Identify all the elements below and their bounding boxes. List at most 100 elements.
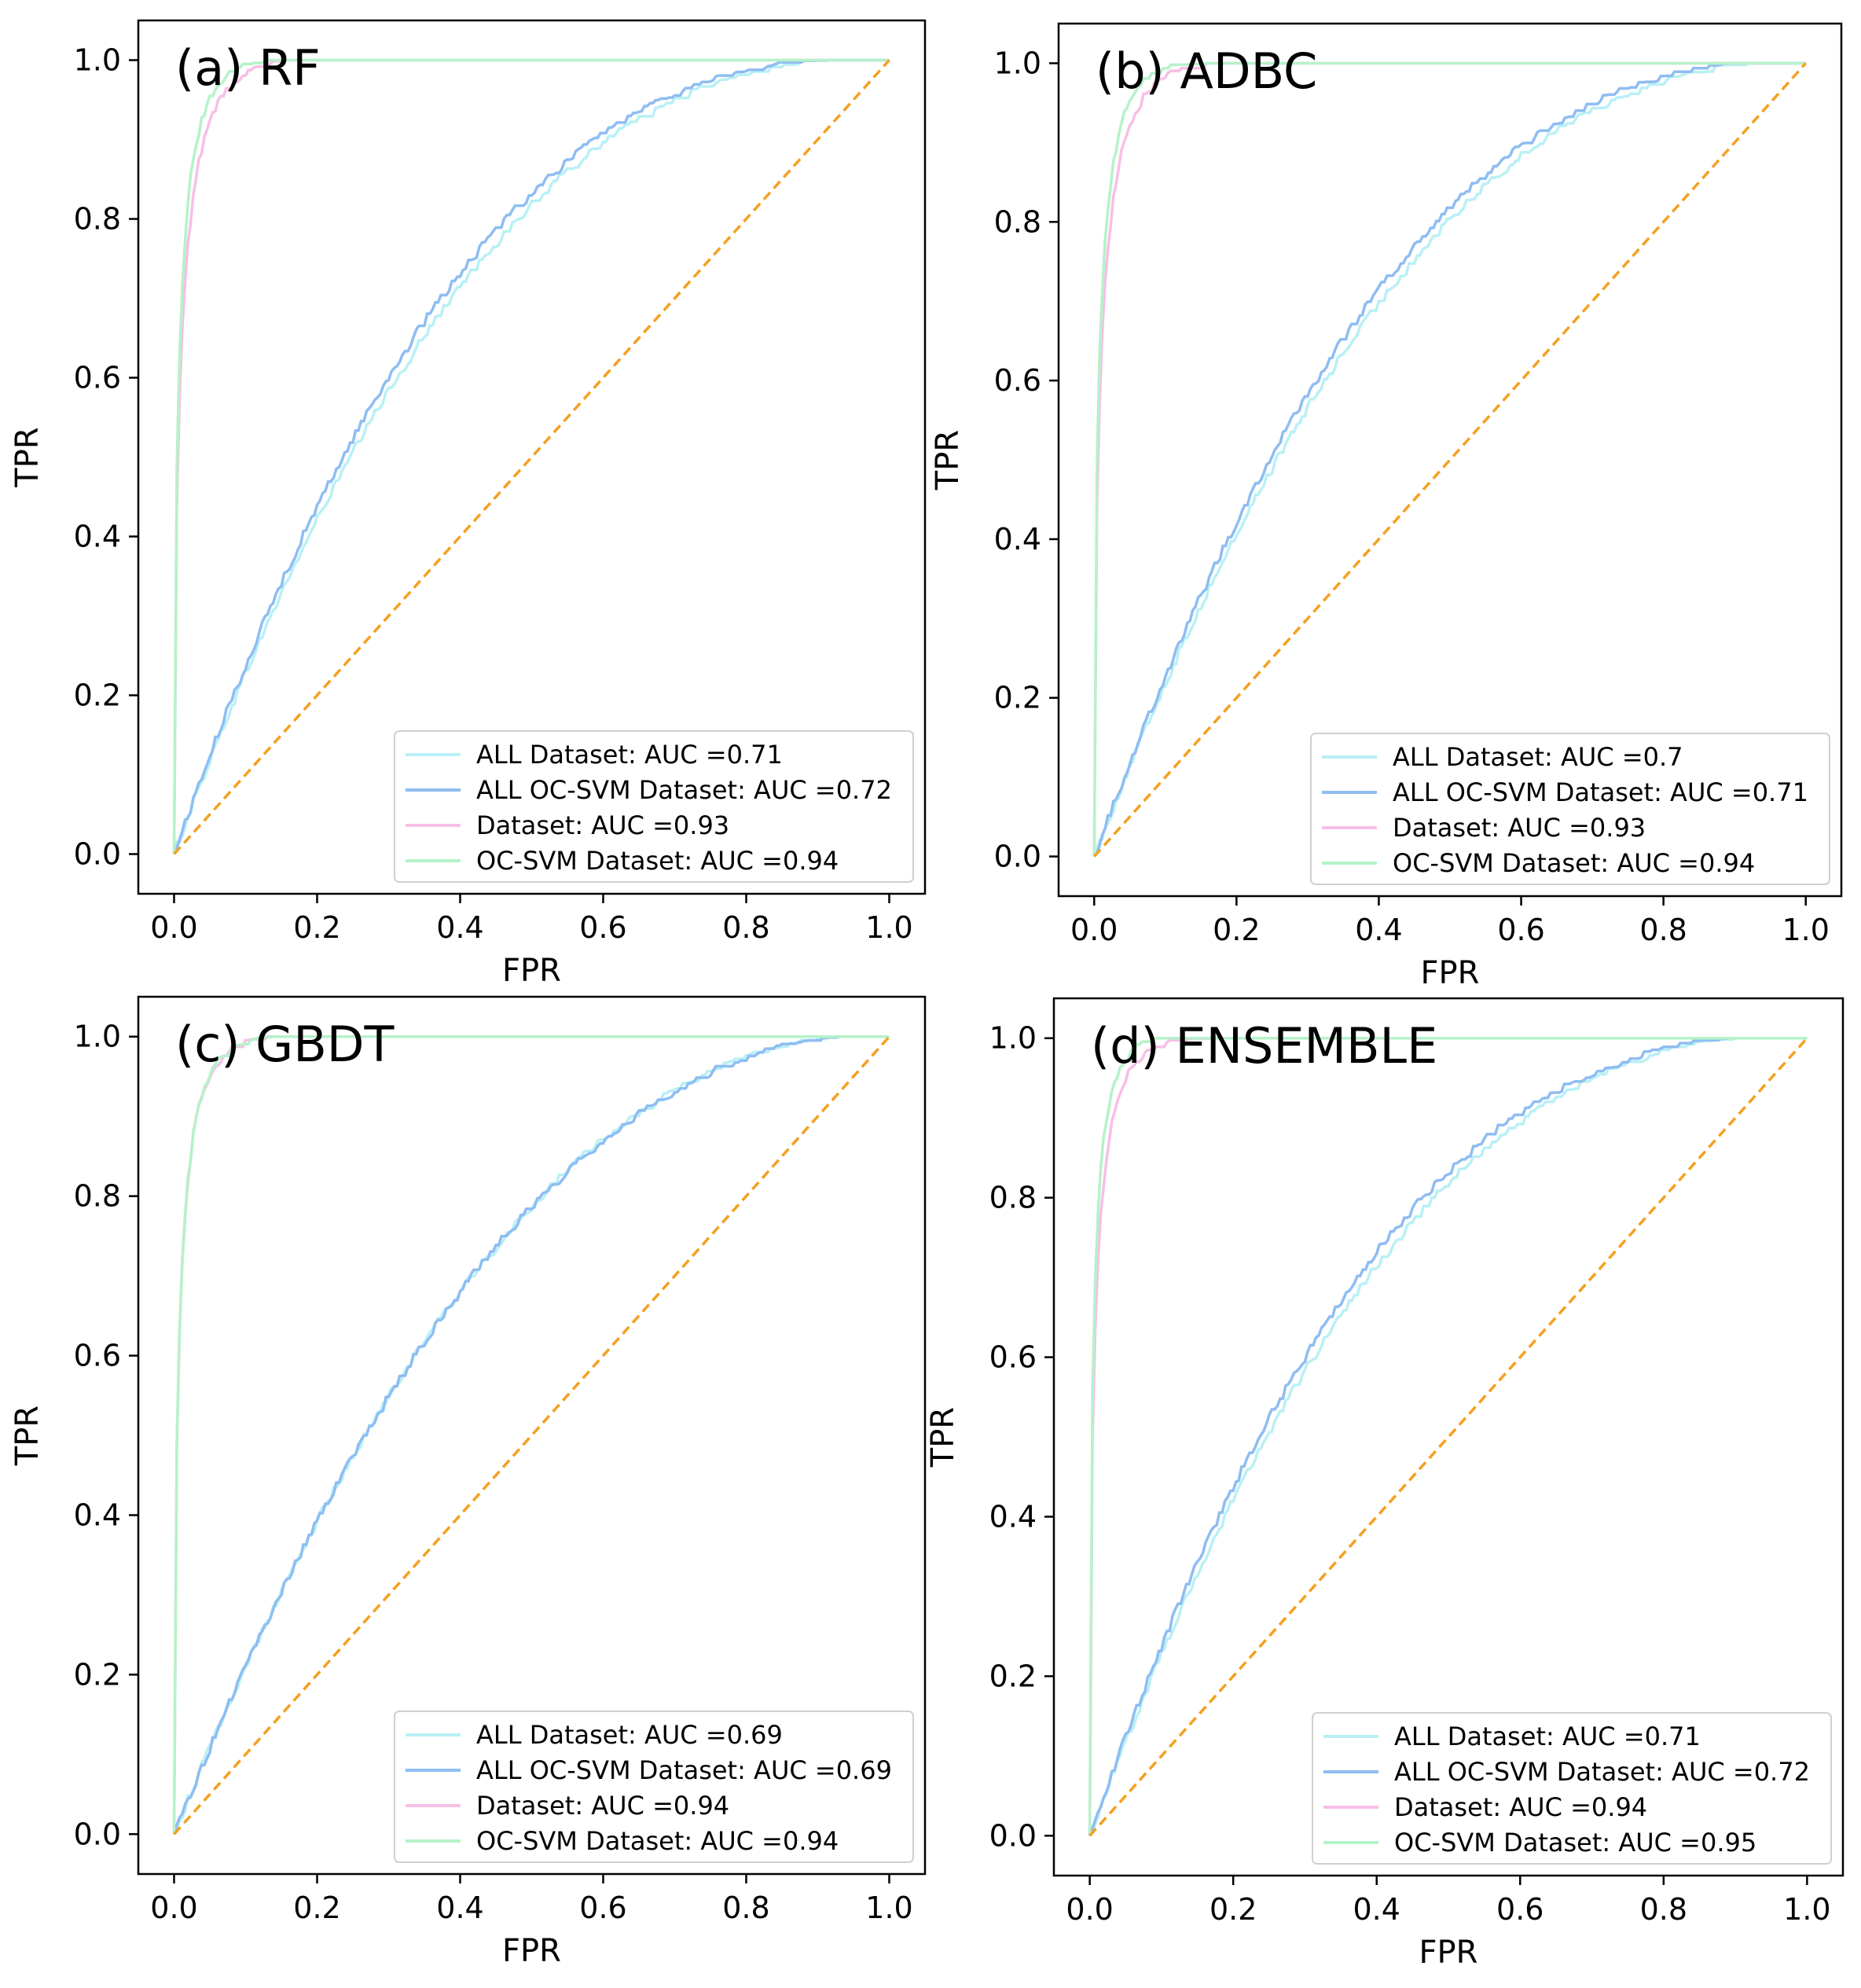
x-tick-label: 0.8 [1640, 1892, 1687, 1927]
x-tick-label: 0.0 [1066, 1892, 1113, 1927]
roc-curve-all-ocsvm-dataset [1092, 61, 1806, 858]
y-tick-label: 0.2 [994, 681, 1041, 715]
y-tick-label: 0.0 [74, 837, 121, 872]
y-tick-label: 0.8 [74, 202, 121, 237]
roc-curve-ocsvm-dataset [172, 58, 890, 854]
y-axis-label: TPR [930, 430, 966, 491]
legend-entry: ALL OC-SVM Dataset: AUC =0.71 [1393, 777, 1808, 807]
y-tick-label: 0.8 [74, 1179, 121, 1214]
legend-box [394, 1711, 914, 1863]
legend-entry: Dataset: AUC =0.94 [1394, 1792, 1647, 1822]
y-tick-label: 0.2 [74, 678, 121, 713]
x-tick-label: 0.2 [293, 910, 340, 945]
legend-entry: ALL OC-SVM Dataset: AUC =0.69 [476, 1755, 892, 1785]
legend-box [1310, 733, 1830, 885]
x-tick-label: 0.4 [436, 1891, 483, 1925]
y-tick-label: 0.8 [989, 1181, 1037, 1215]
y-tick-label: 1.0 [74, 1020, 121, 1054]
legend-entry: Dataset: AUC =0.93 [1393, 813, 1646, 843]
y-axis-label: TPR [9, 1406, 46, 1466]
x-axis-label: FPR [502, 953, 561, 989]
roc-panel-1: 0.0 0.2 0.4 0.6 0.8 1.0 0.0 0.2 0.4 0.6 0.8 1.0 FPR T… [9, 19, 927, 989]
x-tick-label: 0.8 [722, 1891, 769, 1925]
legend-box [1312, 1712, 1832, 1865]
x-tick-label: 0.8 [1639, 913, 1687, 947]
chance-diagonal-line [1092, 62, 1808, 858]
legend-entry: ALL Dataset: AUC =0.71 [476, 740, 783, 770]
x-tick-label: 0.6 [1496, 1892, 1543, 1927]
roc-curve-ocsvm-dataset [172, 1034, 890, 1835]
x-tick-label: 1.0 [865, 1891, 912, 1925]
y-tick-label: 1.0 [994, 46, 1041, 80]
x-tick-label: 0.4 [1355, 913, 1402, 947]
panel-title: (b) ADBC [1096, 42, 1317, 100]
y-tick-label: 0.6 [74, 1339, 121, 1373]
x-tick-label: 0.0 [1070, 913, 1118, 947]
x-tick-label: 1.0 [865, 910, 912, 945]
axes-frame [1052, 997, 1844, 1877]
roc-panel-4: 0.0 0.2 0.4 0.6 0.8 1.0 0.0 0.2 0.4 0.6 0.8 1.0 FPR T… [925, 997, 1844, 1971]
y-tick-label: 0.2 [989, 1659, 1037, 1693]
y-tick-label: 1.0 [74, 43, 121, 78]
x-tick-label: 1.0 [1782, 913, 1830, 947]
axes-frame [1057, 22, 1843, 898]
roc-curve-all-dataset [1088, 1036, 1808, 1837]
x-tick-label: 0.8 [722, 910, 769, 945]
legend-entry: ALL OC-SVM Dataset: AUC =0.72 [476, 775, 892, 805]
y-tick-label: 0.4 [74, 1497, 121, 1532]
legend-entry: ALL Dataset: AUC =0.7 [1393, 742, 1683, 772]
roc-panel-3: 0.0 0.2 0.4 0.6 0.8 1.0 0.0 0.2 0.4 0.6 0.8 1.0 FPR T… [9, 995, 927, 1969]
roc-curve-all-ocsvm-dataset [172, 58, 890, 855]
x-tick-label: 0.4 [1353, 1892, 1400, 1927]
axes-frame [137, 19, 927, 895]
legend-box [394, 730, 914, 883]
legend-entry: OC-SVM Dataset: AUC =0.94 [476, 846, 839, 876]
x-axis-label: FPR [502, 1933, 561, 1969]
y-axis-label: TPR [925, 1407, 961, 1468]
legend-entry: ALL Dataset: AUC =0.71 [1394, 1722, 1701, 1751]
legend-entry: OC-SVM Dataset: AUC =0.94 [1393, 848, 1755, 878]
roc-curve-ocsvm-dataset [1088, 1036, 1808, 1836]
panel-title: (d) ENSEMBLE [1091, 1017, 1437, 1075]
y-tick-label: 0.6 [989, 1340, 1037, 1375]
y-tick-label: 1.0 [989, 1021, 1037, 1056]
y-tick-label: 0.6 [994, 363, 1041, 398]
x-tick-label: 0.2 [1209, 1892, 1257, 1927]
x-tick-label: 1.0 [1783, 1892, 1830, 1927]
x-tick-label: 0.0 [150, 1891, 197, 1925]
roc-curve-ocsvm-dataset [1092, 61, 1806, 857]
x-tick-label: 0.6 [579, 1891, 626, 1925]
legend-entry: Dataset: AUC =0.93 [476, 810, 729, 840]
y-tick-label: 0.0 [989, 1818, 1037, 1853]
x-tick-label: 0.0 [150, 910, 197, 945]
roc-panel-2: 0.0 0.2 0.4 0.6 0.8 1.0 0.0 0.2 0.4 0.6 0.8 1.0 FPR T… [930, 22, 1843, 991]
x-tick-label: 0.6 [1497, 913, 1544, 947]
x-axis-label: FPR [1419, 1935, 1478, 1971]
panel-title: (c) GBDT [175, 1016, 395, 1073]
y-tick-label: 0.4 [994, 522, 1041, 557]
y-tick-label: 0.2 [74, 1657, 121, 1692]
x-axis-label: FPR [1421, 955, 1480, 991]
roc-curve-all-ocsvm-dataset [172, 1034, 890, 1835]
y-tick-label: 0.4 [989, 1499, 1037, 1534]
legend-entry: Dataset: AUC =0.94 [476, 1791, 729, 1821]
x-tick-label: 0.4 [436, 910, 483, 945]
y-tick-label: 0.4 [74, 520, 121, 554]
x-tick-label: 0.6 [579, 910, 626, 945]
panel-title: (a) RF [175, 39, 321, 97]
legend-entry: ALL Dataset: AUC =0.69 [476, 1720, 783, 1750]
roc-curve-all-ocsvm-dataset [1088, 1036, 1808, 1836]
y-tick-label: 0.6 [74, 361, 121, 395]
y-tick-label: 0.0 [994, 840, 1041, 874]
legend-entry: OC-SVM Dataset: AUC =0.95 [1394, 1828, 1756, 1858]
roc-curve-all-dataset [172, 58, 890, 854]
axes-frame [137, 995, 927, 1876]
x-tick-label: 0.2 [293, 1891, 340, 1925]
legend-entry: OC-SVM Dataset: AUC =0.94 [476, 1826, 839, 1856]
chance-diagonal-line [173, 59, 890, 855]
legend-entry: ALL OC-SVM Dataset: AUC =0.72 [1394, 1757, 1810, 1787]
y-tick-label: 0.8 [994, 204, 1041, 239]
y-axis-label: TPR [9, 427, 46, 487]
y-tick-label: 0.0 [74, 1817, 121, 1851]
